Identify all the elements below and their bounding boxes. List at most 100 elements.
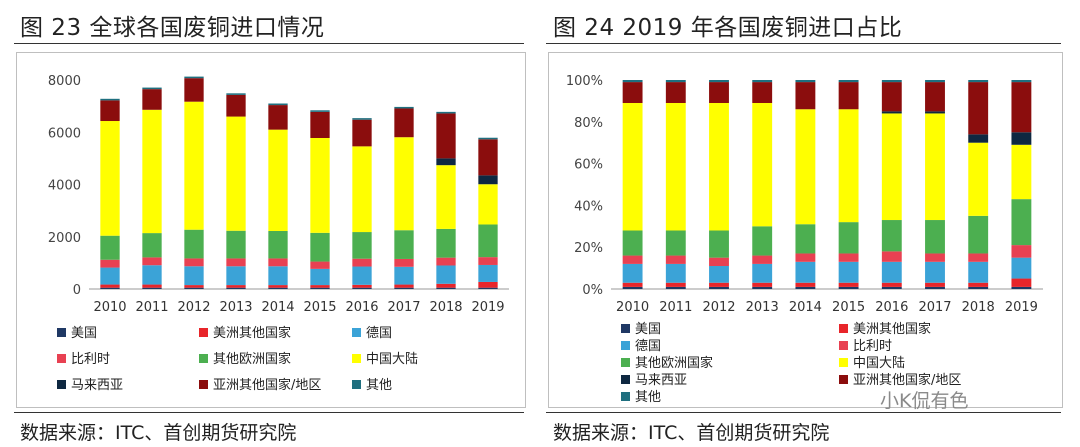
bar-segment	[268, 129, 288, 232]
bar-segment	[752, 282, 773, 287]
bar-segment	[352, 266, 372, 285]
x-tick-label: 2014	[789, 300, 822, 315]
x-tick-label: 2014	[261, 300, 294, 315]
bar-segment	[394, 287, 414, 289]
bar-segment	[665, 102, 686, 231]
bar-segment	[881, 113, 902, 221]
bar-segment	[838, 253, 859, 262]
x-tick-label: 2012	[177, 300, 210, 315]
bar-segment	[352, 287, 372, 289]
legend-label: 中国大陆	[366, 351, 418, 367]
bar-segment	[925, 286, 945, 289]
x-tick-label: 2012	[702, 300, 735, 315]
legend-label: 其他欧洲国家	[213, 351, 291, 367]
bar-segment	[436, 257, 456, 266]
bar-segment	[665, 82, 686, 103]
bar-segment	[436, 228, 456, 258]
bar-segment	[881, 82, 902, 112]
bar-segment	[665, 255, 686, 264]
legend-swatch	[199, 380, 208, 389]
bar-segment	[881, 220, 902, 252]
bar-segment	[394, 266, 414, 285]
bar-segment	[925, 261, 945, 283]
bar-segment	[310, 285, 330, 288]
y-tick-label: 0	[73, 283, 81, 298]
bar-segment	[184, 285, 204, 288]
bar-segment	[142, 257, 162, 266]
bar-segment	[142, 284, 162, 288]
x-tick-label: 2015	[303, 300, 336, 315]
left-source-rule	[14, 412, 524, 413]
bar-segment	[100, 121, 120, 236]
bar-segment	[394, 137, 414, 231]
bar-segment	[925, 282, 945, 287]
left-figure-title: 图 23 全球各国废铜进口情况	[20, 15, 325, 41]
bar-segment	[184, 287, 204, 289]
bar-segment	[925, 253, 945, 262]
bar-segment	[142, 287, 162, 289]
legend-label: 美国	[71, 326, 97, 341]
bar-segment	[268, 103, 288, 106]
bar-segment	[968, 215, 989, 254]
bar-segment	[925, 220, 945, 254]
bar-segment	[795, 224, 816, 254]
x-tick-label: 2019	[471, 300, 504, 315]
legend-label: 亚洲其他国家/地区	[213, 377, 321, 393]
x-tick-label: 2016	[345, 300, 378, 315]
bar-segment	[795, 80, 816, 83]
bar-segment	[310, 111, 330, 138]
legend-swatch	[621, 324, 630, 333]
right-source-note: 数据来源：ITC、首创期货研究院	[553, 422, 830, 444]
bar-segment	[838, 286, 859, 289]
bar-segment	[394, 230, 414, 259]
legend-swatch	[57, 380, 66, 389]
bar-segment	[352, 258, 372, 267]
bar-segment	[968, 80, 989, 83]
legend-label: 比利时	[71, 352, 110, 367]
bar-segment	[752, 255, 773, 264]
y-tick-label: 20%	[574, 241, 603, 256]
bar-segment	[142, 109, 162, 234]
right-figure-title: 图 24 2019 年各国废铜进口占比	[553, 15, 903, 41]
bar-segment	[184, 258, 204, 267]
bar-segment	[709, 286, 729, 289]
bar-segment	[184, 266, 204, 286]
bar-segment	[968, 261, 989, 283]
legend-swatch	[57, 328, 66, 337]
y-tick-label: 0%	[582, 283, 603, 298]
bar-segment	[968, 134, 989, 143]
bar-segment	[478, 137, 498, 140]
legend-label: 美洲其他国家	[853, 321, 931, 337]
bar-segment	[478, 287, 498, 289]
bar-segment	[881, 261, 902, 283]
legend-label: 德国	[366, 326, 392, 341]
bar-segment	[226, 285, 246, 288]
bar-segment	[1011, 132, 1032, 145]
bar-segment	[226, 258, 246, 267]
left-title-rule	[14, 43, 524, 44]
bar-segment	[622, 255, 643, 264]
bar-segment	[665, 263, 686, 283]
bar-segment	[436, 158, 456, 166]
bar-segment	[838, 282, 859, 287]
legend-label: 马来西亚	[635, 373, 687, 388]
bar-segment	[352, 232, 372, 259]
bar-segment	[968, 286, 989, 289]
bar-segment	[925, 111, 945, 114]
bar-segment	[310, 232, 330, 262]
bar-segment	[622, 282, 643, 287]
bar-segment	[142, 89, 162, 110]
bar-segment	[436, 165, 456, 229]
bar-segment	[925, 80, 945, 83]
bar-segment	[268, 105, 288, 130]
bar-segment	[665, 80, 686, 83]
x-tick-label: 2011	[135, 300, 168, 315]
bar-segment	[226, 116, 246, 231]
bar-segment	[394, 258, 414, 267]
y-tick-label: 8000	[48, 74, 81, 89]
bar-segment	[310, 110, 330, 112]
bar-segment	[968, 142, 989, 216]
bar-segment	[394, 284, 414, 288]
bar-segment	[752, 82, 773, 103]
bar-segment	[100, 287, 120, 289]
